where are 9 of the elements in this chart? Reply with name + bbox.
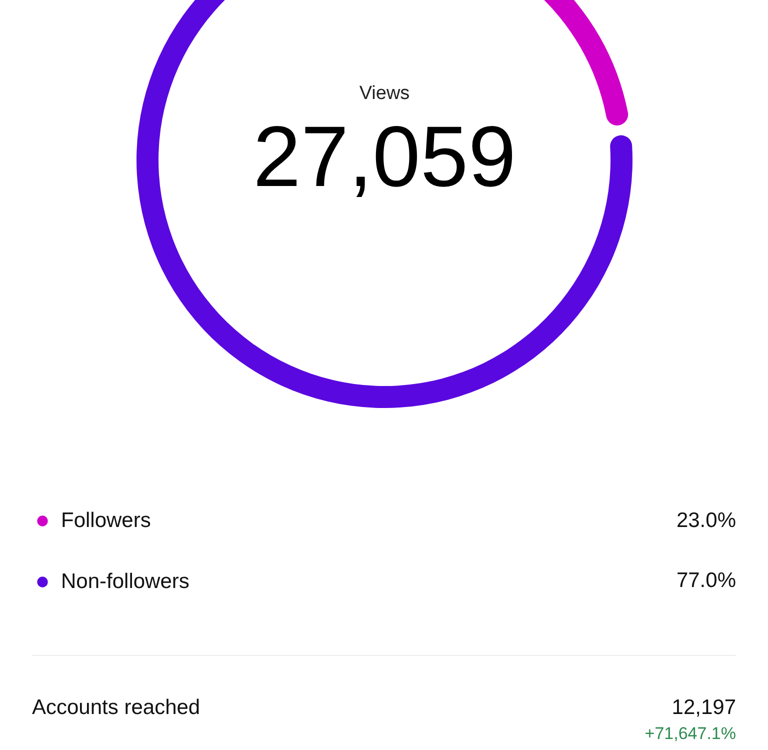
text: +71,647.1%: [644, 724, 736, 743]
text: Accounts reached: [32, 696, 200, 719]
text: 27,059: [252, 109, 516, 205]
legend-label: Non-followers: [61, 570, 190, 593]
data-label: 77.0%: [676, 569, 736, 592]
legend-label: Followers: [61, 509, 151, 532]
text: Views: [359, 83, 410, 104]
data-label: 23.0%: [676, 509, 736, 532]
text: 12,197: [672, 696, 736, 719]
